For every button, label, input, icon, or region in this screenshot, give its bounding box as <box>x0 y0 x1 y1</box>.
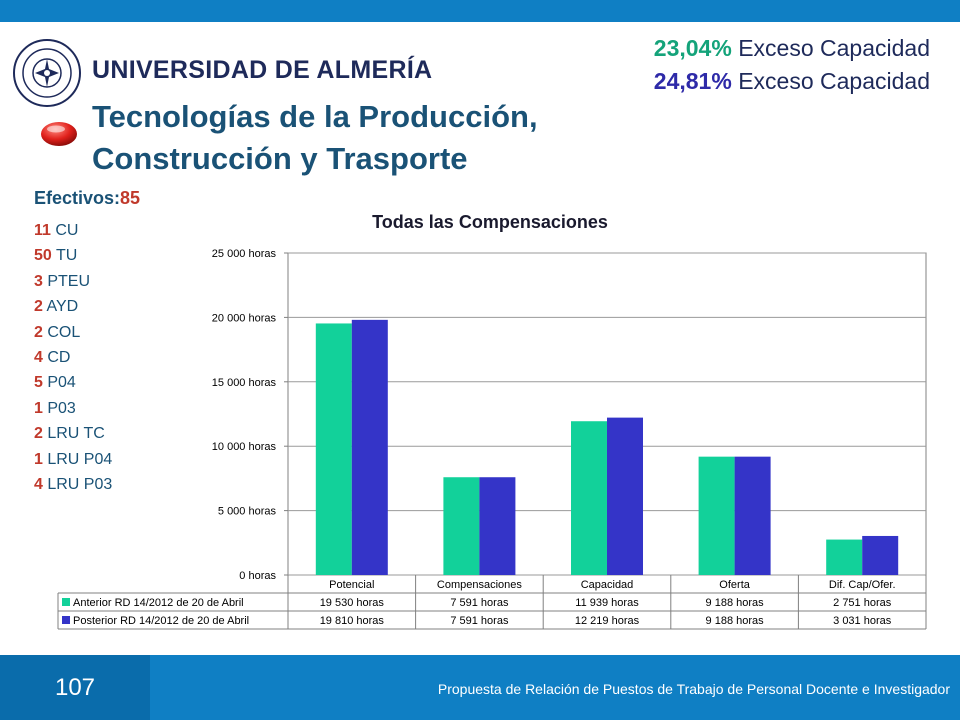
legend-label: Anterior RD 14/2012 de 20 de Abril <box>73 597 244 609</box>
staff-category-label: AYD <box>42 298 79 316</box>
staff-category-count: 4 <box>34 475 43 493</box>
efectivos-total: Efectivos:85 <box>34 188 140 209</box>
legend-label: Posterior RD 14/2012 de 20 de Abril <box>73 615 249 627</box>
staff-category-count: 4 <box>34 348 43 366</box>
staff-category-label: LRU TC <box>42 425 105 443</box>
data-label: 7 591 horas <box>450 615 509 627</box>
data-label: 19 530 horas <box>320 597 385 609</box>
data-label: 9 188 horas <box>706 615 765 627</box>
data-label: 19 810 horas <box>320 615 385 627</box>
chart-title: Todas las Compensaciones <box>372 212 608 232</box>
staff-category-count: 2 <box>34 298 43 316</box>
staff-category-count: 3 <box>34 272 43 290</box>
staff-category-label: COL <box>42 323 81 341</box>
university-name: UNIVERSIDAD DE ALMERÍA <box>92 56 433 84</box>
title-line-2: Construcción y Trasporte <box>92 141 468 176</box>
bar <box>571 421 607 575</box>
top-bar <box>0 0 960 22</box>
exceso-capacidad-anterior: 23,04% Exceso Capacidad <box>654 35 930 62</box>
footer-text: Propuesta de Relación de Puestos de Trab… <box>437 681 950 697</box>
staff-category-label: TU <box>51 247 78 265</box>
staff-category-list: 11 CU 50 TU 3 PTEU 2 AYD 2 COL 4 CD 5 P04 1 P03… <box>34 218 112 497</box>
data-label: 9 188 horas <box>706 597 765 609</box>
staff-category-count: 50 <box>34 247 52 265</box>
university-seal-icon <box>13 39 81 107</box>
x-tick-label: Dif. Cap/Ofer. <box>829 579 896 591</box>
data-label: 2 751 horas <box>833 597 892 609</box>
staff-category-item: 1 P03 <box>34 396 112 421</box>
x-tick-label: Compensaciones <box>437 579 522 591</box>
staff-category-count: 1 <box>34 450 43 468</box>
exceso-label: Exceso Capacidad <box>731 68 930 94</box>
staff-category-item: 50 TU <box>34 243 112 268</box>
y-tick-label: 0 horas <box>239 570 276 582</box>
legend-swatch <box>62 616 70 624</box>
y-tick-label: 10 000 horas <box>212 441 277 453</box>
footer-bar: 107 Propuesta de Relación de Puestos de … <box>0 655 960 720</box>
y-tick-label: 25 000 horas <box>212 248 277 260</box>
staff-category-label: LRU P03 <box>42 475 113 493</box>
bar <box>698 456 735 575</box>
y-tick-label: 5 000 horas <box>218 506 277 518</box>
staff-category-item: 2 LRU TC <box>34 421 112 446</box>
x-tick-label: Oferta <box>719 579 750 591</box>
bar <box>315 323 352 575</box>
staff-category-count: 11 <box>34 222 51 239</box>
bar <box>862 535 899 575</box>
staff-category-item: 11 CU <box>34 218 112 243</box>
page-number: 107 <box>0 655 150 720</box>
bar <box>351 319 388 575</box>
exceso-pct: 23,04% <box>653 35 732 61</box>
staff-category-count: 1 <box>34 399 43 417</box>
data-label: 3 031 horas <box>833 615 892 627</box>
data-label: 7 591 horas <box>450 597 509 609</box>
staff-category-label: LRU P04 <box>42 450 113 468</box>
staff-category-item: 5 P04 <box>34 370 112 395</box>
efectivos-label: Efectivos: <box>34 188 121 208</box>
data-label: 12 219 horas <box>575 615 640 627</box>
page-title: Tecnologías de la Producción, Construcci… <box>92 96 538 180</box>
staff-category-label: CD <box>42 348 71 366</box>
staff-category-count: 5 <box>34 374 43 392</box>
red-pill-bullet-icon <box>41 122 77 146</box>
staff-category-item: 3 PTEU <box>34 269 112 294</box>
bar <box>479 477 516 575</box>
staff-category-label: P03 <box>42 399 76 417</box>
staff-category-item: 2 AYD <box>34 294 112 319</box>
staff-category-item: 2 COL <box>34 320 112 345</box>
y-tick-label: 15 000 horas <box>212 377 277 389</box>
exceso-pct: 24,81% <box>653 68 732 94</box>
staff-category-label: CU <box>50 222 79 239</box>
staff-category-item: 4 CD <box>34 345 112 370</box>
exceso-capacidad-posterior: 24,81% Exceso Capacidad <box>654 68 930 95</box>
x-tick-label: Potencial <box>329 579 374 591</box>
x-tick-label: Capacidad <box>581 579 634 591</box>
efectivos-count: 85 <box>120 188 141 208</box>
bar <box>734 456 771 575</box>
bar <box>826 539 863 575</box>
staff-category-item: 1 LRU P04 <box>34 447 112 472</box>
staff-category-count: 2 <box>34 323 43 341</box>
y-tick-label: 20 000 horas <box>212 312 277 324</box>
staff-category-item: 4 LRU P03 <box>34 472 112 497</box>
bar-chart: 0 horas 5 000 horas 10 000 horas 15 000 hor… <box>57 248 927 630</box>
title-line-1: Tecnologías de la Producción, <box>92 99 538 134</box>
bar <box>443 477 480 575</box>
staff-category-count: 2 <box>34 425 43 443</box>
legend-swatch <box>62 598 70 606</box>
exceso-label: Exceso Capacidad <box>731 35 930 61</box>
staff-category-label: PTEU <box>42 272 91 290</box>
data-label: 11 939 horas <box>575 597 639 609</box>
bar <box>607 417 643 575</box>
staff-category-label: P04 <box>42 374 76 392</box>
